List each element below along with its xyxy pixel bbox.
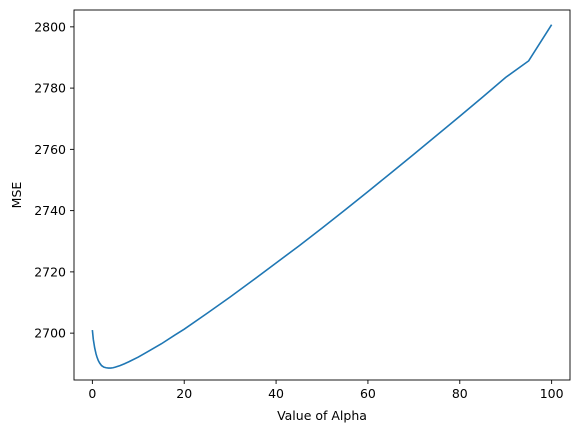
y-tick-label: 2800 — [34, 19, 66, 34]
y-tick-label: 2700 — [34, 326, 66, 341]
x-tick-label: 100 — [540, 386, 564, 401]
x-axis-label: Value of Alpha — [277, 408, 367, 423]
x-tick-label: 80 — [452, 386, 468, 401]
plot-area — [74, 10, 570, 380]
x-axis-ticks: 0 20 40 60 80 100 — [88, 380, 564, 401]
y-tick-label: 2780 — [34, 81, 66, 96]
y-axis-label: MSE — [9, 182, 24, 209]
x-tick-label: 60 — [360, 386, 376, 401]
y-tick-label: 2740 — [34, 203, 66, 218]
y-tick-label: 2720 — [34, 264, 66, 279]
y-axis-ticks: 2700 2720 2740 2760 2780 2800 — [34, 19, 74, 341]
y-tick-label: 2760 — [34, 142, 66, 157]
x-tick-label: 0 — [88, 386, 96, 401]
x-tick-label: 20 — [176, 386, 192, 401]
mse-line — [91, 24, 553, 369]
x-tick-label: 40 — [268, 386, 284, 401]
plot-frame — [73, 9, 571, 381]
